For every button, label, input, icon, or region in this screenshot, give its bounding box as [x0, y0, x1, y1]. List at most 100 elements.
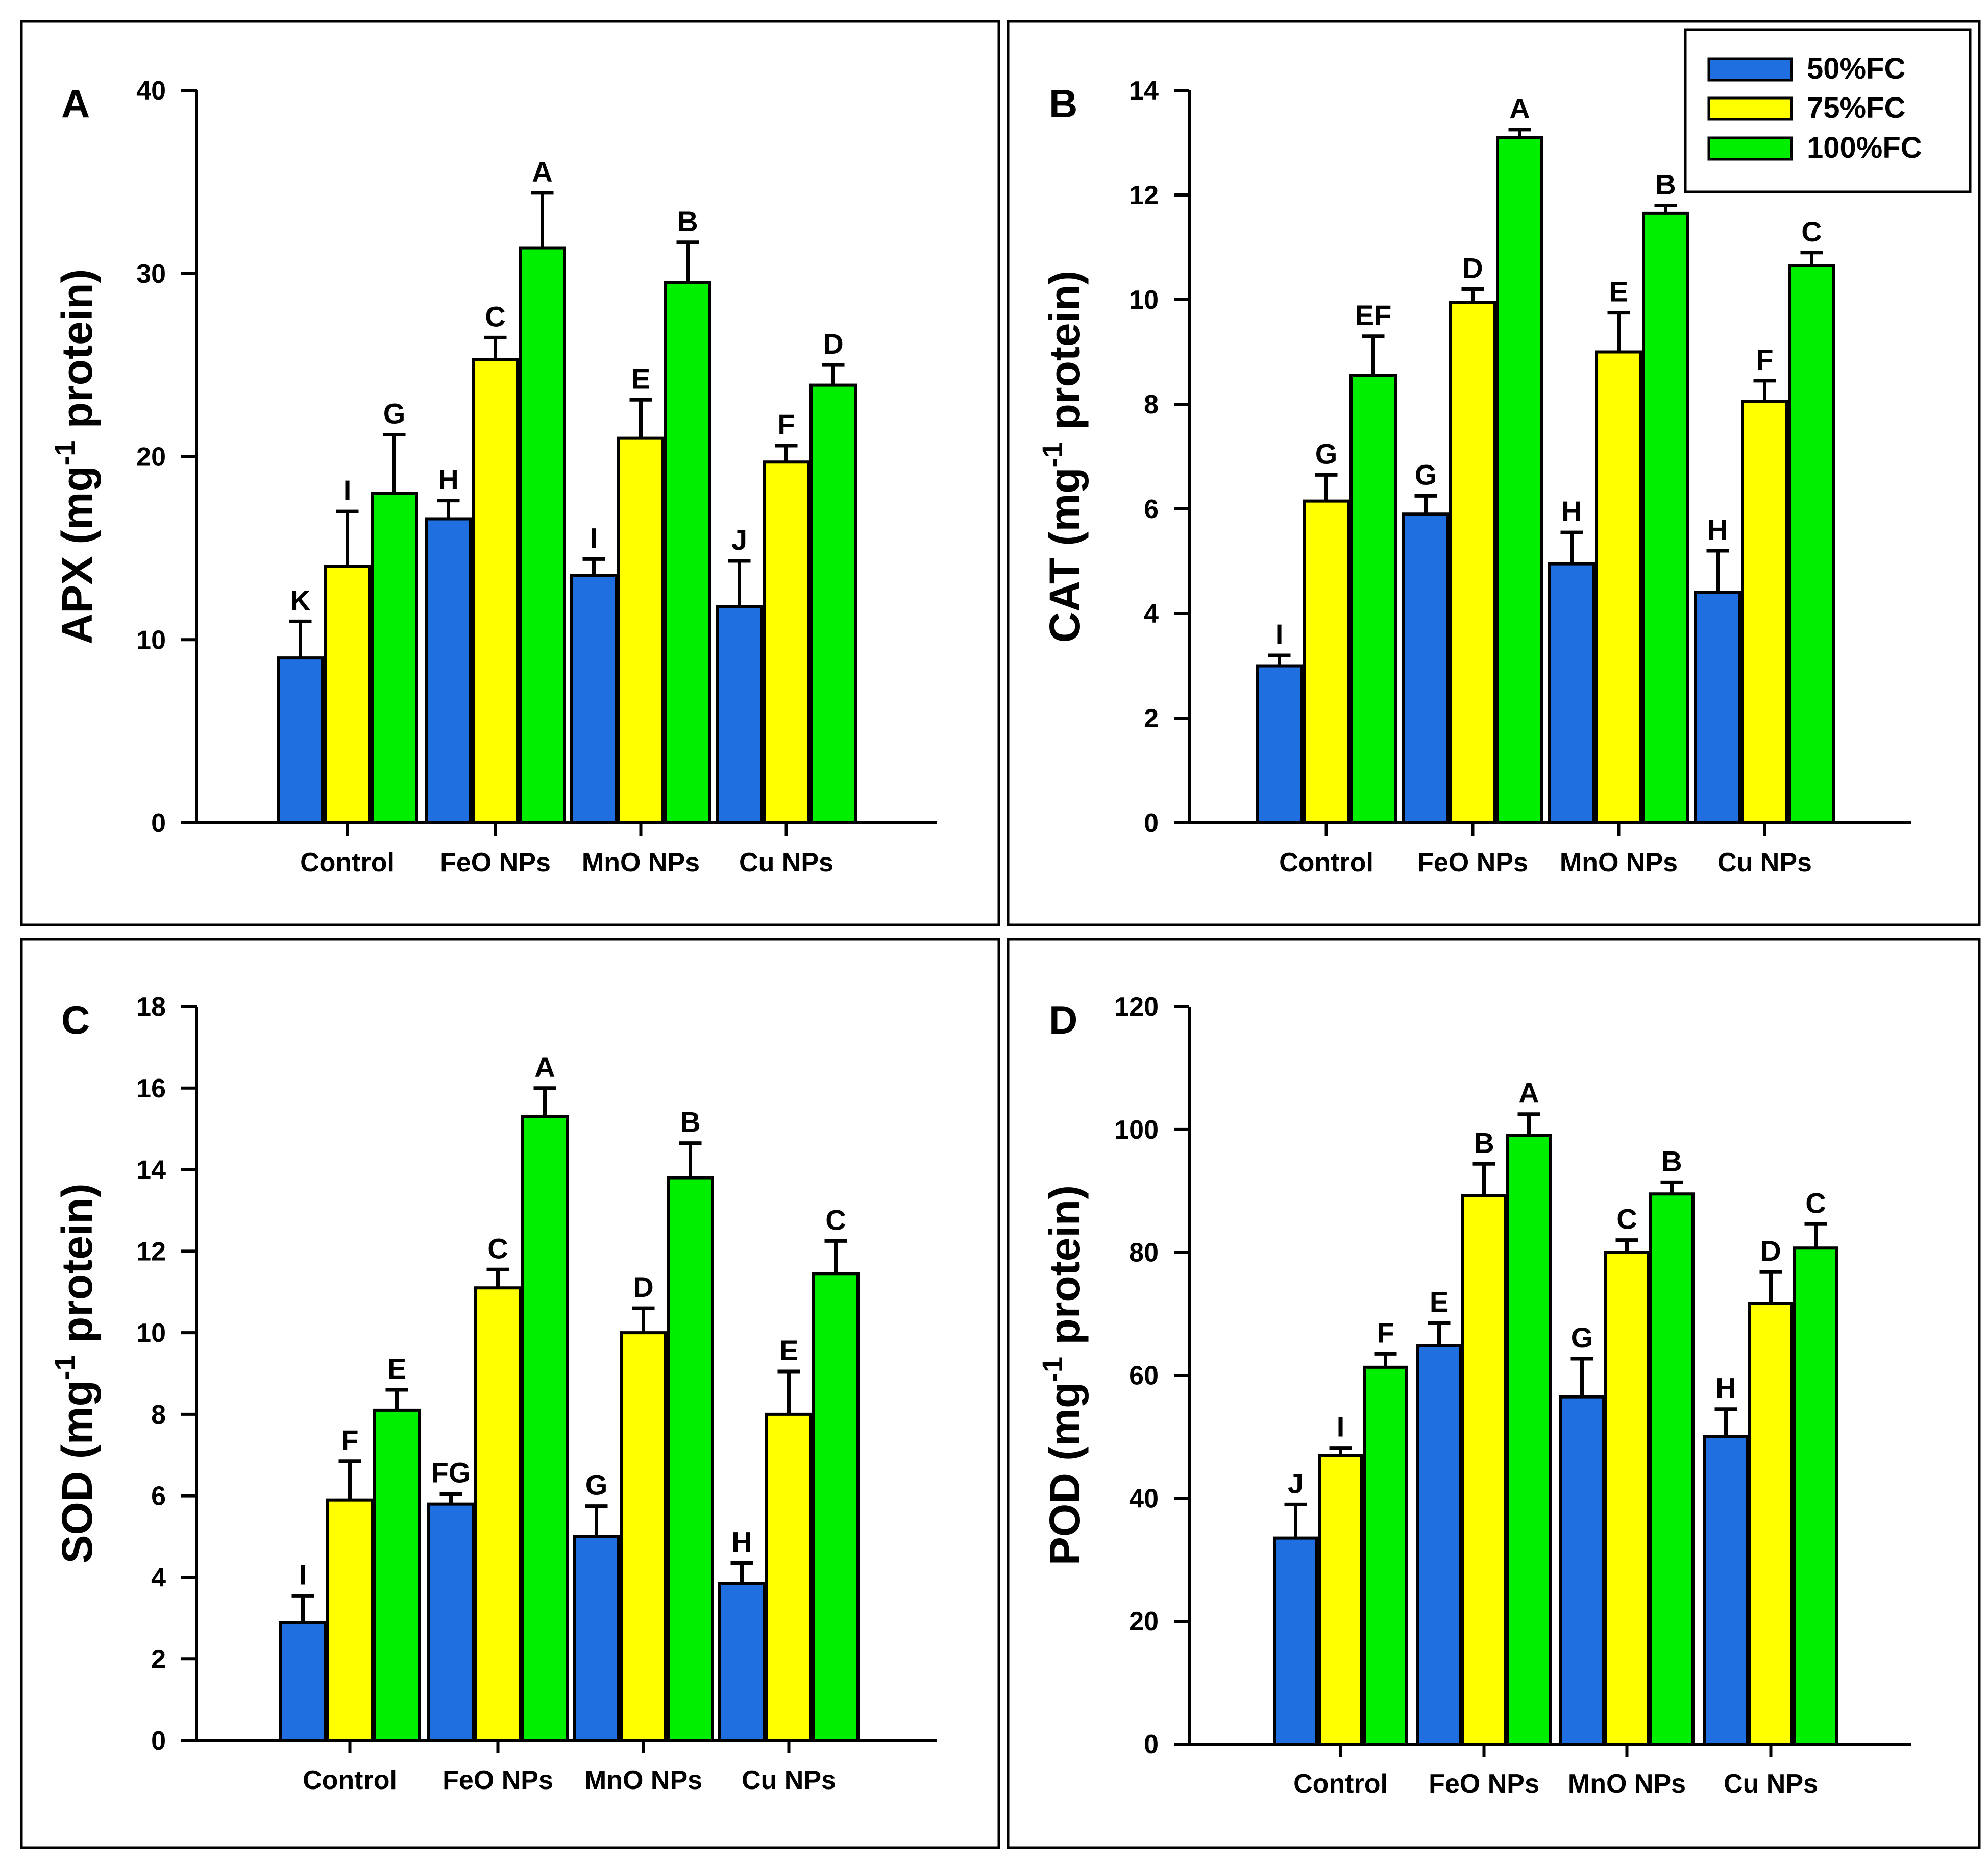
bar-cu-nps-100-fc [1793, 1246, 1838, 1746]
bar-feo-nps-50-fc [427, 1502, 475, 1743]
panel-label: B [1049, 81, 1077, 126]
y-tick-label: 12 [136, 1237, 166, 1266]
y-tick-label: 8 [1144, 390, 1159, 420]
bar-mno-nps-75-fc [620, 1331, 667, 1742]
y-tick-label: 14 [1129, 76, 1159, 106]
bar-feo-nps-75-fc [1449, 301, 1496, 824]
sig-letter-feo-nps-100-fc: A [534, 1051, 555, 1083]
y-tick-label: 120 [1114, 992, 1159, 1022]
sig-letter-control-75-fc: I [343, 474, 352, 506]
sig-letter-control-50-fc: K [290, 584, 310, 616]
sig-letter-control-100-fc: G [383, 397, 406, 429]
sig-letter-mno-nps-100-fc: B [680, 1106, 700, 1138]
y-axis-title-end: protein) [1041, 1185, 1089, 1357]
y-axis-title-superscript: -1 [1036, 442, 1068, 468]
x-tick-label-mno-nps: MnO NPs [1568, 1769, 1686, 1799]
sig-letter-cu-nps-75-fc: F [1756, 344, 1773, 376]
bar-mno-nps-50-fc [1559, 1395, 1605, 1746]
bar-feo-nps-50-fc [1416, 1344, 1462, 1746]
bar-mno-nps-100-fc [664, 281, 711, 824]
sig-letter-mno-nps-50-fc: G [1571, 1321, 1593, 1354]
y-axis-title-end: protein) [53, 269, 101, 440]
y-tick-label: 2 [151, 1645, 166, 1674]
bar-control-100-fc [1363, 1365, 1408, 1746]
x-tick-label-mno-nps: MnO NPs [584, 1766, 702, 1795]
y-tick-label: 4 [151, 1563, 166, 1592]
y-tick-label: 20 [1129, 1607, 1159, 1636]
sig-letter-mno-nps-100-fc: B [1655, 168, 1676, 201]
bar-control-50-fc [279, 1621, 327, 1743]
y-tick-label: 0 [1144, 1730, 1159, 1759]
panel-c-chart: C SOD (mg-1 protein) 0 2 4 6 8 10 12 14 16 18 I F E Con… [48, 992, 937, 1795]
sig-letter-mno-nps-50-fc: I [590, 522, 598, 554]
bar-control-100-fc [371, 492, 418, 824]
sig-letter-cu-nps-50-fc: H [1715, 1372, 1736, 1404]
sig-letter-feo-nps-75-fc: B [1474, 1126, 1494, 1159]
bar-mno-nps-50-fc [1548, 562, 1596, 824]
bar-cu-nps-75-fc [765, 1412, 813, 1742]
sig-letter-control-100-fc: F [1377, 1316, 1394, 1349]
bar-feo-nps-100-fc [519, 246, 566, 824]
y-tick-label: 6 [1144, 495, 1159, 524]
bar-cu-nps-50-fc [716, 605, 763, 825]
sig-letter-control-75-fc: I [1337, 1411, 1345, 1443]
x-tick-label-control: Control [300, 848, 395, 877]
sig-letter-cu-nps-50-fc: H [1707, 513, 1728, 546]
sig-letter-control-50-fc: I [1275, 618, 1284, 650]
sig-letter-feo-nps-100-fc: A [1509, 92, 1530, 125]
y-tick-label: 14 [136, 1156, 166, 1185]
y-axis-title: APX (mg-1 protein) [48, 269, 101, 645]
y-tick-label: 12 [1129, 181, 1159, 210]
y-axis-title-superscript: -1 [48, 440, 81, 466]
sig-letter-feo-nps-75-fc: C [487, 1232, 508, 1264]
bar-mno-nps-75-fc [617, 436, 665, 824]
sig-letter-mno-nps-75-fc: C [1616, 1203, 1637, 1235]
sig-letter-control-100-fc: EF [1355, 299, 1392, 331]
x-tick-label-mno-nps: MnO NPs [1560, 848, 1678, 877]
bar-feo-nps-50-fc [1402, 512, 1450, 824]
x-tick-label-cu-nps: Cu NPs [742, 1766, 836, 1795]
x-tick-label-feo-nps: FeO NPs [1417, 848, 1528, 877]
panel-label: A [61, 81, 90, 126]
sig-letter-cu-nps-50-fc: H [731, 1526, 752, 1558]
sig-letter-cu-nps-100-fc: C [1805, 1187, 1826, 1219]
sig-letter-cu-nps-75-fc: F [777, 408, 795, 440]
bar-control-75-fc [1303, 499, 1350, 824]
y-axis-title: POD (mg-1 protein) [1036, 1185, 1089, 1565]
y-tick-label: 8 [151, 1400, 166, 1430]
legend-swatch-75fc [1707, 96, 1793, 121]
bar-feo-nps-75-fc [472, 358, 519, 824]
bar-control-100-fc [1349, 374, 1397, 824]
panel-d-chart: D POD (mg-1 protein) 0 20 40 60 80 100 120 J I F Con… [1036, 992, 1911, 1799]
x-tick-label-control: Control [1279, 848, 1373, 877]
bar-control-100-fc [373, 1408, 421, 1742]
bar-cu-nps-100-fc [812, 1272, 860, 1742]
x-tick-label-feo-nps: FeO NPs [443, 1766, 553, 1795]
bar-cu-nps-75-fc [763, 460, 810, 824]
bar-feo-nps-100-fc [521, 1115, 569, 1742]
sig-letter-cu-nps-100-fc: C [1801, 215, 1822, 248]
bar-control-50-fc [1256, 664, 1303, 824]
sig-letter-mno-nps-100-fc: B [677, 205, 698, 237]
panel-c-frame [20, 938, 1000, 1849]
x-tick-label-cu-nps: Cu NPs [739, 848, 833, 877]
y-tick-label: 10 [136, 625, 166, 655]
bar-mno-nps-100-fc [1642, 211, 1689, 824]
y-tick-label: 10 [1129, 285, 1159, 315]
bar-control-75-fc [1318, 1454, 1363, 1746]
x-tick-label-cu-nps: Cu NPs [1717, 848, 1812, 877]
sig-letter-feo-nps-50-fc: H [438, 463, 458, 496]
sig-letter-mno-nps-50-fc: G [585, 1469, 608, 1501]
y-axis-title: SOD (mg-1 protein) [48, 1183, 101, 1563]
legend-swatch-50fc [1707, 57, 1793, 82]
y-tick-label: 80 [1129, 1238, 1159, 1268]
y-tick-label: 4 [1144, 599, 1159, 629]
panel-a-frame [20, 20, 1000, 926]
sig-letter-control-75-fc: F [341, 1424, 358, 1456]
y-axis-title-end: protein) [53, 1183, 101, 1355]
legend-label-100fc: 100%FC [1807, 131, 1922, 164]
panel-d-frame [1007, 938, 1981, 1849]
y-axis-title-main: POD (mg [1041, 1382, 1089, 1565]
legend-label-75fc: 75%FC [1807, 91, 1905, 125]
